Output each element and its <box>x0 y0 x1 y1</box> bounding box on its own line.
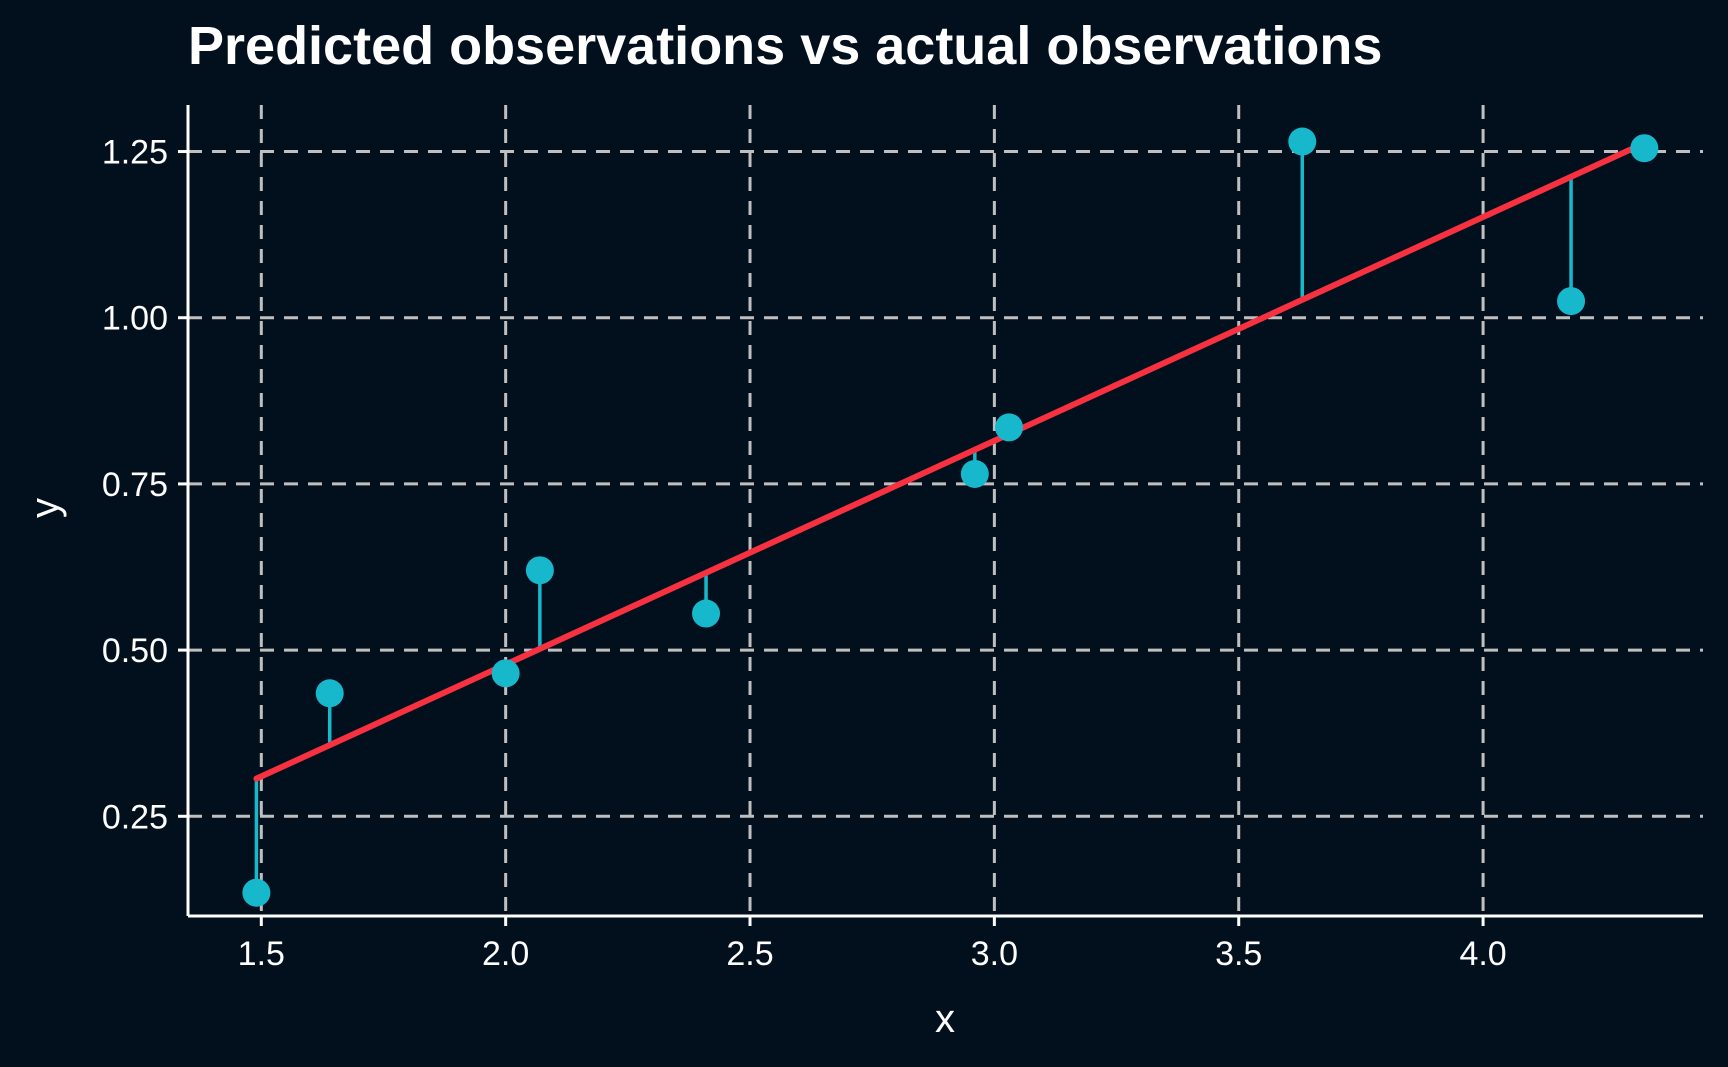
data-points <box>242 127 1659 907</box>
y-tick-label-3: 1.00 <box>102 300 168 338</box>
data-point-2 <box>491 659 520 688</box>
y-tick-label-4: 1.25 <box>102 134 168 172</box>
data-point-8 <box>1557 287 1586 316</box>
data-point-0 <box>242 878 271 907</box>
y-tick-label-0: 0.25 <box>102 798 168 836</box>
x-tick-label-2: 2.5 <box>726 935 773 973</box>
y-axis-title: y <box>23 498 67 518</box>
y-tick-label-2: 0.75 <box>102 466 168 504</box>
chart-title: Predicted observations vs actual observa… <box>188 16 1382 76</box>
x-tick-label-3: 3.0 <box>971 935 1018 973</box>
grid <box>188 105 1703 916</box>
data-point-7 <box>1288 127 1317 156</box>
data-point-5 <box>960 459 989 488</box>
x-tick-label-1: 2.0 <box>482 935 529 973</box>
fit-line <box>253 140 1648 782</box>
data-point-4 <box>692 599 721 628</box>
data-point-1 <box>315 679 344 708</box>
x-tick-label-4: 3.5 <box>1215 935 1262 973</box>
data-point-9 <box>1630 134 1659 163</box>
tick-labels: 1.5 2.0 2.5 3.0 3.5 4.0 0.25 0.50 0.75 1.00 1.25 <box>102 134 1507 973</box>
x-axis-title: x <box>935 997 955 1041</box>
axes <box>178 105 1703 926</box>
x-tick-label-5: 4.0 <box>1459 935 1506 973</box>
residual-lines <box>254 141 1647 893</box>
y-tick-label-1: 0.50 <box>102 632 168 670</box>
data-point-3 <box>525 556 554 585</box>
x-tick-label-0: 1.5 <box>238 935 285 973</box>
data-point-6 <box>995 413 1024 442</box>
fit-line-group <box>253 140 1648 782</box>
